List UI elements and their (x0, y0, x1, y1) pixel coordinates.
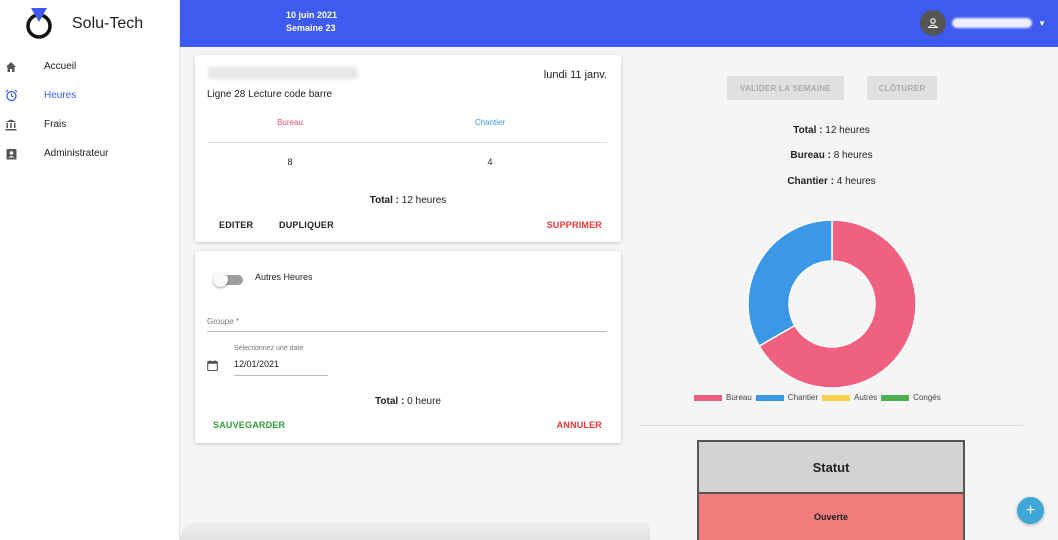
legend-label: Autres (854, 393, 878, 402)
legend-label: Chantier (787, 393, 819, 402)
status-title: Statut (699, 442, 963, 494)
total-label: Total : (375, 396, 405, 407)
sidebar-item-label: Heures (44, 90, 77, 101)
legend-label: Congés (913, 393, 941, 402)
divider (207, 142, 607, 143)
brand-name: Solu-Tech (72, 15, 144, 32)
toggle-label: Autres Heures (255, 272, 313, 282)
bank-icon (4, 118, 18, 132)
summary-total: Total : 12 heures (640, 125, 1023, 136)
legend-item-bureau[interactable]: Bureau (694, 393, 752, 402)
legend-item-autres[interactable]: Autres (822, 393, 877, 402)
legend-swatch (822, 394, 851, 401)
date-input[interactable]: 12/01/2021 (234, 359, 280, 369)
summary-bureau: Bureau : 8 heures (640, 150, 1023, 161)
validate-week-button[interactable]: VALIDER LA SEMAINE (727, 76, 844, 100)
status-table: Statut Ouverte (697, 440, 965, 540)
summary-chantier-value: 4 heures (836, 176, 876, 187)
sidebar-item-label: Administrateur (44, 148, 109, 159)
header-week: Semaine 23 (286, 23, 336, 33)
header-date: 10 juin 2021 (286, 10, 338, 20)
date-underline (234, 375, 328, 376)
cancel-button[interactable]: ANNULER (556, 420, 602, 430)
summary-bureau-label: Bureau : (790, 150, 831, 161)
legend-label: Bureau (726, 393, 752, 402)
sidebar-item-frais[interactable]: Frais (0, 110, 179, 139)
duplicate-button[interactable]: DUPLIQUER (279, 220, 334, 230)
employee-name-redacted (208, 67, 358, 79)
donut-slice-bureau[interactable] (758, 219, 917, 389)
group-field-label: Groupe * (207, 317, 240, 326)
total-value: 12 heures (401, 195, 447, 206)
sidebar-item-label: Accueil (44, 61, 77, 72)
close-week-button[interactable]: CLÔTURER (867, 76, 937, 100)
chevron-down-icon: ▼ (1038, 18, 1046, 28)
logo-icon (22, 7, 56, 41)
bottom-surface (180, 522, 650, 540)
hours-donut-chart (747, 219, 917, 389)
legend-item-congés[interactable]: Congés (881, 393, 941, 402)
group-select[interactable] (207, 331, 607, 332)
calendar-icon[interactable] (207, 358, 218, 372)
badge-icon (4, 147, 18, 161)
top-bar: 10 juin 2021 Semaine 23 ▼ (180, 0, 1058, 47)
divider (640, 425, 1023, 426)
time-entry-card: lundi 11 janv. Ligne 28 Lecture code bar… (195, 55, 621, 242)
bureau-hours: 8 (287, 157, 293, 167)
home-icon (4, 60, 18, 74)
total-value: 0 heure (407, 396, 441, 407)
summary-chantier-label: Chantier : (787, 176, 834, 187)
legend-swatch (755, 394, 784, 401)
sidebar-item-accueil[interactable]: Accueil (0, 52, 179, 81)
legend-swatch (881, 394, 910, 401)
sidebar: Solu-Tech Accueil Heures Frais Administr… (0, 0, 180, 540)
header-date-block: 10 juin 2021 Semaine 23 (286, 9, 337, 35)
date-field-label: Sélectionnez une date (234, 345, 304, 352)
summary-bureau-value: 8 heures (833, 150, 873, 161)
toggle-thumb (213, 272, 228, 287)
save-button[interactable]: SAUVEGARDER (213, 420, 286, 430)
status-badge: Ouverte (699, 494, 963, 540)
new-entry-card: Autres Heures Groupe * Sélectionnez une … (195, 251, 621, 443)
legend-item-chantier[interactable]: Chantier (755, 393, 819, 402)
edit-button[interactable]: EDITER (219, 220, 254, 230)
summary-total-label: Total : (793, 125, 823, 136)
new-entry-total: Total : 0 heure (195, 396, 621, 407)
add-fab-button[interactable]: + (1017, 497, 1044, 524)
donut-slice-chantier[interactable] (747, 219, 833, 348)
delete-button[interactable]: SUPPRIMER (546, 220, 602, 230)
column-header-chantier: Chantier (474, 118, 506, 127)
autres-heures-toggle[interactable] (213, 272, 245, 287)
entry-total: Total : 12 heures (195, 195, 621, 206)
chart-legend: Bureau Chantier Autres Congés (694, 393, 945, 402)
sidebar-item-heures[interactable]: Heures (0, 81, 179, 110)
summary-total-value: 12 heures (825, 125, 870, 136)
toggle-track (217, 275, 243, 285)
summary-chantier: Chantier : 4 heures (640, 176, 1023, 187)
username-redacted (952, 18, 1033, 28)
user-menu[interactable]: ▼ (920, 10, 1046, 36)
sidebar-item-label: Frais (44, 119, 67, 130)
total-label: Total : (369, 195, 399, 206)
column-header-bureau: Bureau (277, 118, 303, 127)
sidebar-nav: Accueil Heures Frais Administrateur (0, 52, 179, 168)
legend-swatch (694, 394, 722, 401)
sidebar-item-administrateur[interactable]: Administrateur (0, 139, 179, 168)
brand[interactable]: Solu-Tech (0, 0, 179, 48)
chantier-hours: 4 (487, 157, 493, 167)
account-icon (920, 10, 947, 36)
alarm-clock-icon (4, 89, 18, 103)
entry-date: lundi 11 janv. (543, 69, 607, 81)
entry-project: Ligne 28 Lecture code barre (207, 89, 333, 100)
